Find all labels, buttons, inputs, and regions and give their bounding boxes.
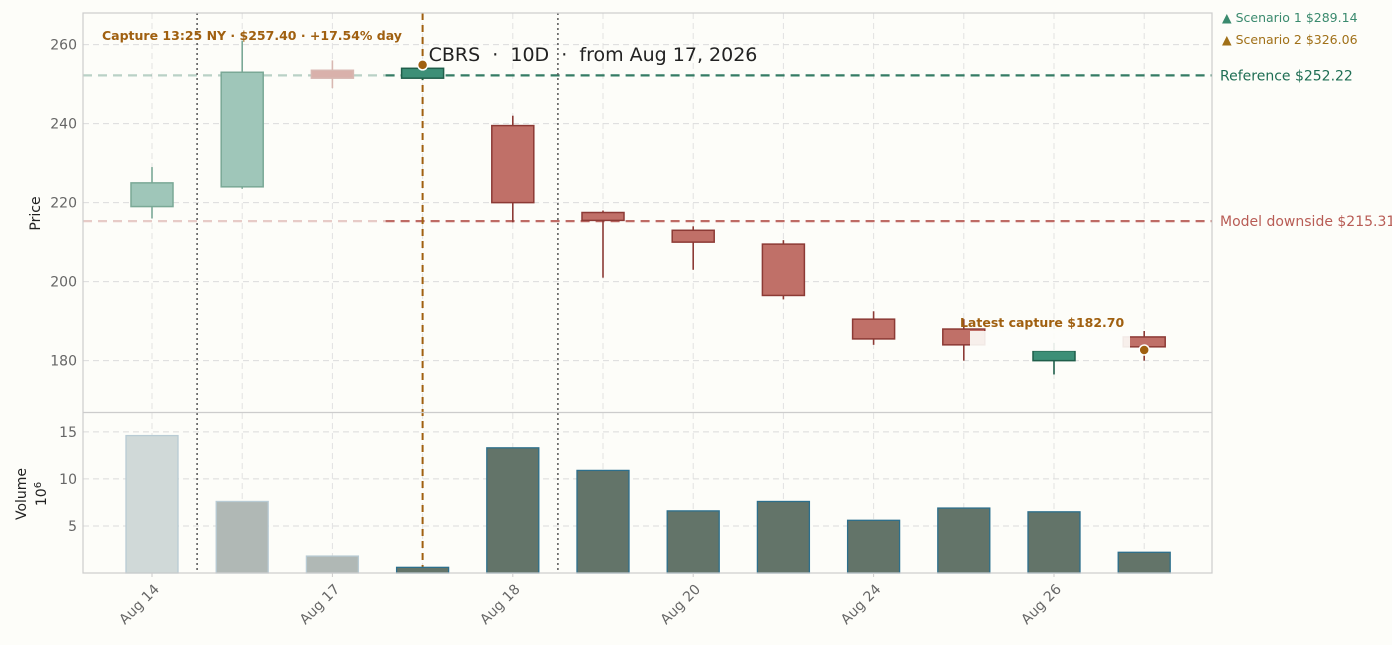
price-tick-label: 220	[50, 196, 77, 212]
chart-title: CBRS · 10D · from Aug 17, 2026	[429, 44, 758, 66]
price-axis-title: Price	[28, 196, 44, 230]
candle-body	[491, 124, 535, 204]
volume-bar	[125, 434, 179, 574]
latest-annotation-bg	[970, 331, 1130, 351]
volume-bar	[305, 555, 360, 574]
x-tick-label: Aug 17	[297, 582, 343, 628]
volume-bar	[846, 519, 901, 574]
volume-bar	[1117, 551, 1171, 574]
scenario-label: ▲ Scenario 1 $289.14	[1222, 10, 1358, 25]
volume-bar	[215, 500, 269, 574]
volume-tick-label: 15	[59, 425, 77, 441]
volume-bar	[1027, 511, 1081, 574]
x-tick-label: Aug 24	[838, 581, 884, 627]
latest-annotation: Latest capture $182.70	[960, 315, 1125, 330]
candle-body	[130, 182, 174, 208]
scenario-label: ▲ Scenario 2 $326.06	[1222, 32, 1358, 47]
volume-bar	[395, 566, 450, 574]
volume-bar	[937, 507, 991, 574]
volume-unit-label: 106	[33, 482, 51, 506]
candle-body	[1032, 350, 1076, 362]
capture-annotation: Capture 13:25 NY · $257.40 · +17.54% day	[102, 28, 402, 43]
volume-bar	[486, 447, 540, 574]
price-tick-label: 200	[50, 275, 77, 291]
plot-frame	[82, 12, 1213, 574]
x-tick-label: Aug 14	[116, 581, 162, 627]
candle-body	[761, 243, 806, 297]
price-tick-label: 260	[50, 38, 77, 54]
candle-body	[851, 318, 896, 340]
candle-body	[581, 211, 625, 222]
volume-tick-label: 5	[68, 519, 77, 535]
volume-bar	[666, 510, 720, 574]
reference-line-label: Model downside $215.31	[1220, 214, 1392, 230]
candle-body	[220, 71, 264, 188]
candle-body	[310, 69, 355, 79]
x-tick-label: Aug 20	[658, 582, 704, 628]
price-tick-label: 180	[50, 354, 77, 370]
price-tick-label: 240	[50, 117, 77, 133]
latest-point	[1138, 344, 1150, 356]
x-tick-label: Aug 26	[1018, 581, 1064, 627]
volume-bar	[576, 469, 630, 574]
candle-body	[671, 229, 715, 243]
volume-axis-title: Volume	[14, 468, 30, 520]
reference-line-label: Reference $252.22	[1220, 68, 1353, 84]
volume-tick-label: 10	[59, 472, 77, 488]
volume-bar	[756, 500, 811, 574]
capture-point	[416, 59, 429, 71]
x-tick-label: Aug 18	[477, 582, 523, 628]
